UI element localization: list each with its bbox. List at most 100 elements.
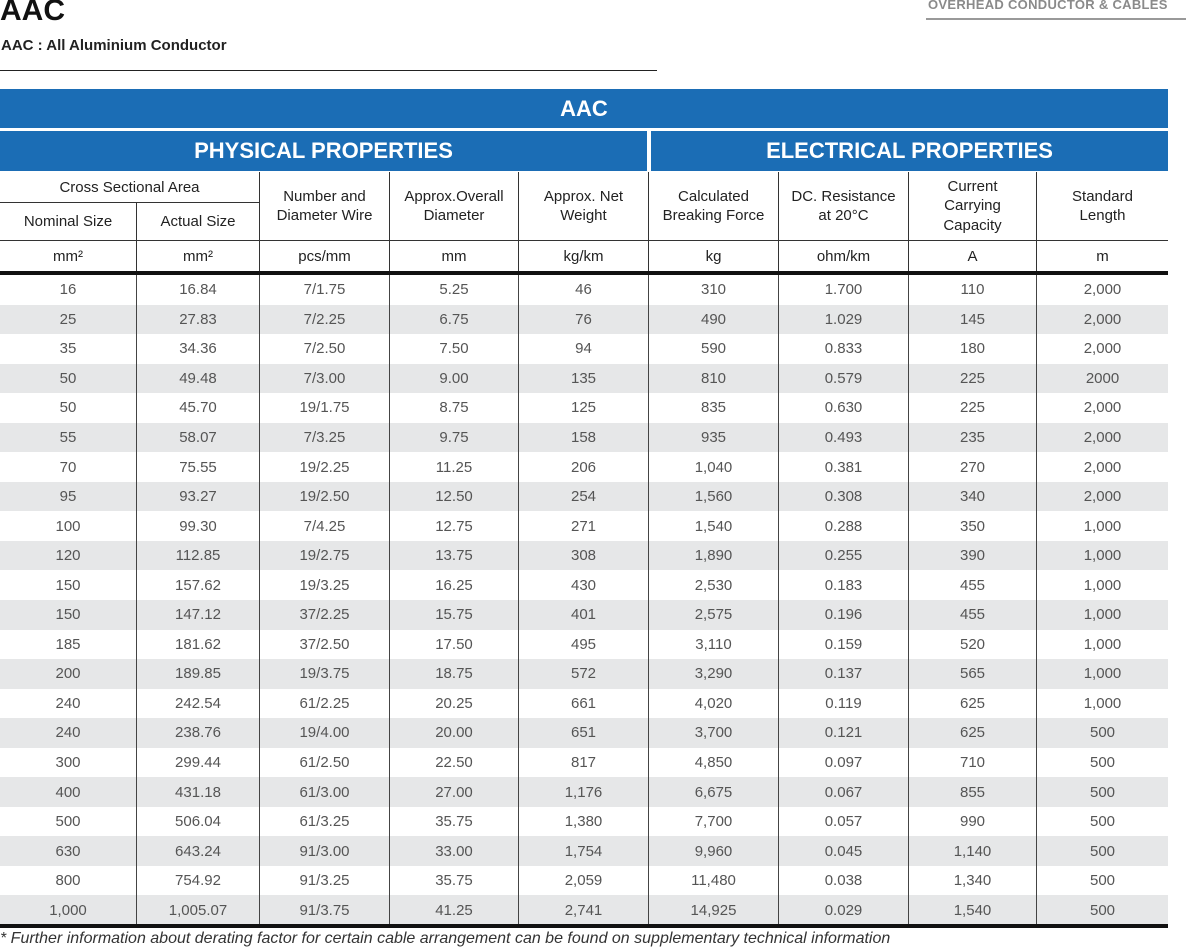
row-bg	[0, 659, 1168, 689]
cell: 5.25	[390, 275, 519, 305]
cell: 27.00	[390, 777, 519, 807]
cell: 145	[909, 304, 1037, 335]
unit: pcs/mm	[260, 241, 390, 272]
cell: 0.137	[779, 659, 909, 689]
cell: 33.00	[390, 836, 519, 866]
row-bg	[0, 334, 1168, 364]
unit: kg	[649, 241, 779, 272]
unit: A	[909, 241, 1037, 272]
cell: 754.92	[137, 865, 260, 896]
cell: 19/3.25	[260, 570, 390, 600]
cell: 240	[0, 718, 137, 748]
cell: 500	[1089, 872, 1116, 890]
cell: 2,059	[519, 865, 649, 896]
cell: 135	[519, 363, 649, 394]
cell: 572	[519, 659, 649, 689]
column-header: DC. Resistance at 20°C	[779, 172, 909, 241]
header-line: Number and	[283, 187, 366, 205]
column-header: Approx. Net Weight	[519, 172, 649, 241]
cell: 1.700	[779, 275, 909, 305]
cell: 93.27	[137, 481, 260, 512]
cell: 25	[0, 304, 137, 335]
cell: 0.196	[779, 600, 909, 630]
cell: 3,290	[649, 659, 779, 689]
cell: 16.25	[390, 570, 519, 600]
cell: 147.12	[137, 600, 260, 630]
cell: 855	[909, 777, 1037, 807]
cell: 7/4.25	[260, 511, 390, 541]
cell: 1,005.07	[137, 895, 260, 925]
header-line: Weight	[560, 207, 607, 224]
row-bg	[0, 363, 1168, 394]
row-bg	[0, 570, 1168, 600]
table-title: AAC	[0, 89, 1168, 128]
cell: 19/2.75	[260, 540, 390, 571]
cell: 1,176	[519, 777, 649, 807]
cell: 91/3.00	[260, 836, 390, 866]
cell: 0.057	[779, 806, 909, 837]
cell: 455	[909, 570, 1037, 600]
header-line: Capacity	[943, 216, 1002, 234]
cell: 9.75	[390, 422, 519, 453]
cell: 94	[519, 334, 649, 364]
cell: 625	[909, 718, 1037, 748]
row-bg	[0, 865, 1168, 896]
cell: 1,000	[1083, 606, 1122, 624]
cell: 20.25	[390, 688, 519, 719]
cell: 630	[0, 836, 137, 866]
cell: 0.381	[779, 452, 909, 482]
cell: 661	[519, 688, 649, 719]
row-bg	[0, 747, 1168, 778]
cell: 17.50	[390, 629, 519, 660]
column-header: Nominal Size	[0, 203, 137, 241]
cell: 270	[909, 452, 1037, 482]
cell: 350	[909, 511, 1037, 541]
cell: 254	[519, 481, 649, 512]
cell: 91/3.25	[260, 865, 390, 896]
cell: 506.04	[137, 806, 260, 837]
cell: 1,040	[649, 452, 779, 482]
cell: 2,000	[1083, 281, 1122, 299]
cell: 200	[0, 659, 137, 689]
unit: mm²	[0, 241, 137, 272]
cell: 50	[0, 363, 137, 394]
cell: 1,000	[1083, 547, 1122, 565]
cell: 120	[0, 540, 137, 571]
cell: 1,540	[909, 895, 1037, 925]
cell: 0.097	[779, 747, 909, 778]
cell: 61/3.25	[260, 806, 390, 837]
cell: 27.83	[137, 304, 260, 335]
cell: 935	[649, 422, 779, 453]
cell: 1,000	[1083, 517, 1122, 535]
cell: 500	[1089, 783, 1116, 801]
cell: 0.067	[779, 777, 909, 807]
row-bg	[0, 393, 1168, 423]
cell: 710	[909, 747, 1037, 778]
row-bg	[0, 629, 1168, 660]
header-line: DC. Resistance	[791, 187, 896, 205]
cell: 35.75	[390, 865, 519, 896]
cell: 46	[519, 275, 649, 305]
cell: 76	[519, 304, 649, 335]
cell: 3,110	[649, 629, 779, 660]
cell: 500	[1089, 813, 1116, 831]
cell: 2000	[1085, 369, 1120, 387]
cell: 61/2.25	[260, 688, 390, 719]
cell: 112.85	[137, 540, 260, 571]
cell: 242.54	[137, 688, 260, 719]
row-bg	[0, 304, 1168, 335]
cell: 2,000	[1083, 310, 1122, 328]
cell: 9,960	[649, 836, 779, 866]
cell: 520	[909, 629, 1037, 660]
header-line: Standard	[1072, 187, 1133, 205]
cell: 11,480	[649, 865, 779, 896]
cell: 0.833	[779, 334, 909, 364]
header-line: Approx.Overall	[404, 187, 504, 205]
cell: 400	[0, 777, 137, 807]
cell: 1,340	[909, 865, 1037, 896]
group-header: PHYSICAL PROPERTIES	[0, 131, 647, 171]
cell: 37/2.50	[260, 629, 390, 660]
column-header: Actual Size	[137, 203, 260, 241]
cell: 565	[909, 659, 1037, 689]
cell: 55	[0, 422, 137, 453]
